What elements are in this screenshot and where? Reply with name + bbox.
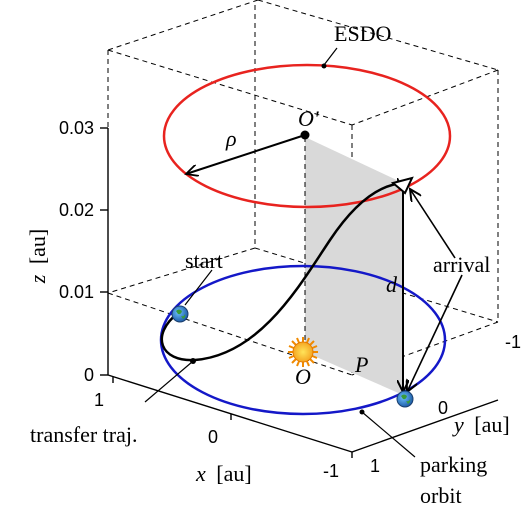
transfer-trajectory bbox=[160, 181, 404, 362]
rho-label: ρ bbox=[225, 126, 237, 151]
transfer-label: transfer traj. bbox=[30, 422, 138, 447]
y-axis-unit: [au] bbox=[474, 412, 509, 437]
z-tick-0: 0 bbox=[84, 365, 94, 385]
p-label: P bbox=[354, 352, 368, 377]
rho-arrow bbox=[186, 134, 306, 174]
o-label: O bbox=[295, 364, 311, 389]
y-tick-minus1: -1 bbox=[505, 332, 521, 352]
x-tick-minus1: -1 bbox=[323, 461, 339, 481]
z-tick-0.01: 0.01 bbox=[59, 282, 94, 302]
z-axis-ticks bbox=[100, 127, 108, 376]
z-axis-unit: [au] bbox=[25, 229, 50, 264]
earth-icon-start bbox=[171, 305, 189, 323]
esdo-orbit bbox=[162, 63, 452, 209]
y-axis-title: y [au] bbox=[452, 412, 510, 437]
y-axis-var: y bbox=[452, 412, 464, 437]
axes bbox=[107, 128, 499, 453]
esdo-point bbox=[321, 63, 327, 69]
earth-icon-arrival bbox=[396, 390, 414, 408]
parking-label-line1: parking bbox=[420, 452, 487, 477]
transfer-pointer bbox=[144, 361, 193, 403]
parking-label-line2: orbit bbox=[420, 483, 462, 508]
x-tick-0: 0 bbox=[208, 427, 218, 447]
esdo-pointer bbox=[323, 47, 338, 66]
d-label: d bbox=[386, 272, 398, 297]
z-tick-0.02: 0.02 bbox=[59, 200, 94, 220]
z-axis-var: z bbox=[25, 274, 50, 284]
start-label: start bbox=[185, 248, 223, 273]
arrival-spacecraft-icon bbox=[390, 176, 414, 195]
z-tick-0.03: 0.03 bbox=[59, 118, 94, 138]
sun-icon bbox=[288, 337, 318, 367]
arrival-label: arrival bbox=[433, 252, 490, 277]
parking-point bbox=[359, 409, 365, 415]
z-axis-title: z [au] bbox=[25, 229, 50, 284]
start-pointer bbox=[184, 269, 213, 306]
x-axis-var: x bbox=[195, 461, 206, 486]
x-axis-unit: [au] bbox=[216, 461, 251, 486]
arrival-pointers bbox=[407, 189, 463, 392]
shaded-plane bbox=[305, 137, 403, 395]
x-axis-title: x [au] bbox=[195, 461, 252, 486]
y-tick-0: 0 bbox=[438, 398, 448, 418]
o-prime-point bbox=[300, 130, 310, 140]
x-axis-ticks bbox=[112, 377, 353, 458]
parking-pointer bbox=[361, 411, 416, 458]
svg-text:z [au]: z [au] bbox=[25, 229, 50, 284]
x-tick-1: 1 bbox=[94, 390, 104, 410]
y-tick-1: 1 bbox=[370, 456, 380, 476]
o-prime-label: O' bbox=[298, 106, 319, 131]
esdo-label: ESDO bbox=[334, 21, 391, 46]
